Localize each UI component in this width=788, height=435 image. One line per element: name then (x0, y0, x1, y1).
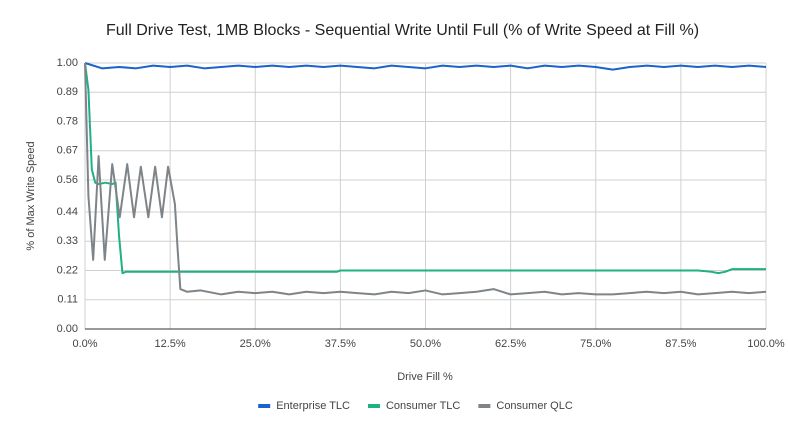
x-tick-label: 12.5% (155, 338, 186, 350)
y-tick-label: 0.11 (57, 294, 78, 306)
legend-swatch (367, 404, 380, 408)
y-tick-label: 0.56 (57, 174, 78, 186)
y-tick-label: 0.22 (57, 264, 78, 276)
series-line (84, 62, 767, 71)
x-tick-label: 62.5% (495, 338, 526, 350)
series-line (84, 62, 767, 296)
legend-label: Consumer QLC (496, 400, 572, 412)
x-axis-title: Drive Fill % (397, 371, 453, 383)
legend-swatch (258, 404, 271, 408)
x-tick-label: 50.0% (410, 338, 441, 350)
x-tick-label: 100.0% (747, 338, 785, 350)
x-tick-label: 25.0% (240, 338, 271, 350)
x-tick-label: 0.0% (72, 338, 97, 350)
legend-label: Enterprise TLC (276, 400, 350, 412)
x-tick-label: 37.5% (325, 338, 356, 350)
y-tick-label: 1.00 (57, 57, 78, 69)
y-tick-label: 0.78 (57, 115, 78, 127)
chart-title: Full Drive Test, 1MB Blocks - Sequential… (106, 22, 699, 39)
legend-swatch (478, 404, 491, 408)
y-tick-label: 0.44 (57, 206, 78, 218)
x-tick-label: 87.5% (665, 338, 696, 350)
x-tick-label: 75.0% (580, 338, 611, 350)
y-axis-title: % of Max Write Speed (25, 141, 37, 250)
y-tick-label: 0.00 (57, 323, 78, 335)
y-tick-label: 0.33 (57, 235, 78, 247)
legend-label: Consumer TLC (386, 400, 460, 412)
y-tick-label: 0.89 (57, 86, 78, 98)
y-tick-label: 0.67 (57, 145, 78, 157)
series-line (84, 62, 766, 275)
